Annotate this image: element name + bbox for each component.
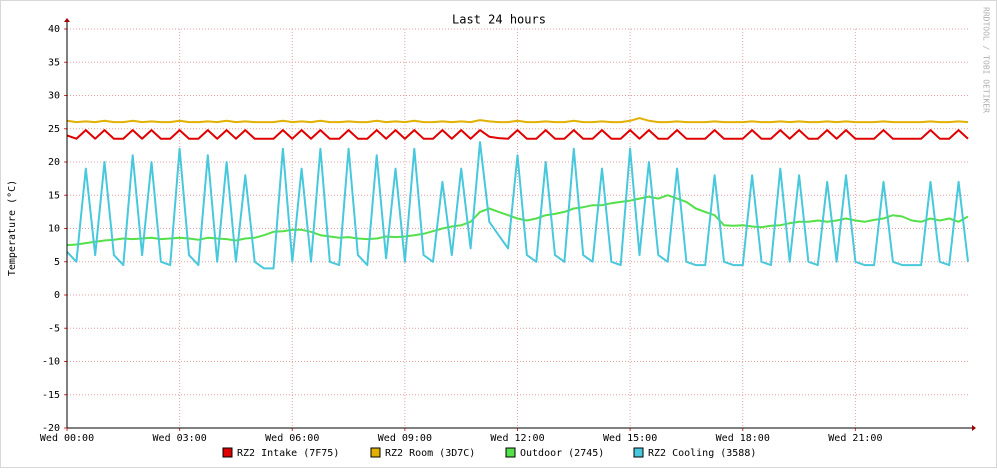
series-line <box>66 117 969 124</box>
chart-title: Last 24 hours <box>452 13 546 27</box>
legend-label: RZ2 Intake (7F75) <box>237 448 339 459</box>
y-tick-label: 30 <box>48 91 60 102</box>
y-tick-label: -20 <box>42 423 60 434</box>
x-tick-label: Wed 03:00 <box>153 433 207 444</box>
legend-swatch <box>370 447 381 458</box>
y-tick-label: -10 <box>42 357 60 368</box>
x-tick-label: Wed 06:00 <box>265 433 319 444</box>
legend-label: RZ2 Room (3D7C) <box>385 448 475 459</box>
y-tick-label: 20 <box>48 157 60 168</box>
legend-label: RZ2 Cooling (3588) <box>648 448 756 459</box>
y-tick-label: 0 <box>54 290 60 301</box>
y-tick-label: 40 <box>48 24 60 35</box>
x-tick-label: Wed 09:00 <box>378 433 432 444</box>
series-line <box>66 129 969 140</box>
x-tick-label: Wed 00:00 <box>40 433 94 444</box>
axes <box>64 18 976 431</box>
legend-swatch <box>505 447 516 458</box>
plot-lines <box>66 117 969 270</box>
series-line <box>66 141 969 270</box>
x-arrow <box>972 425 976 431</box>
legend-swatch <box>633 447 644 458</box>
y-axis-label: Temperature (°C) <box>7 180 18 276</box>
x-tick-label: Wed 18:00 <box>716 433 770 444</box>
watermark: RRDTOOL / TOBI OETIKER <box>982 7 991 113</box>
legend-label: Outdoor (2745) <box>520 448 604 459</box>
y-tick-label: 35 <box>48 57 60 68</box>
y-arrow <box>64 18 70 22</box>
y-tick-label: 25 <box>48 124 60 135</box>
series-line <box>66 194 969 247</box>
y-tick-label: 15 <box>48 190 60 201</box>
x-tick-label: Wed 21:00 <box>828 433 882 444</box>
legend-swatch <box>222 447 233 458</box>
x-tick-label: Wed 12:00 <box>490 433 544 444</box>
y-tick-label: 5 <box>54 257 60 268</box>
y-tick-label: -15 <box>42 390 60 401</box>
y-tick-label: -5 <box>48 323 60 334</box>
legend: RZ2 Intake (7F75) RZ2 Room (3D7C) Outdoor … <box>222 447 756 459</box>
x-tick-label: Wed 15:00 <box>603 433 657 444</box>
y-tick-label: 10 <box>48 224 60 235</box>
